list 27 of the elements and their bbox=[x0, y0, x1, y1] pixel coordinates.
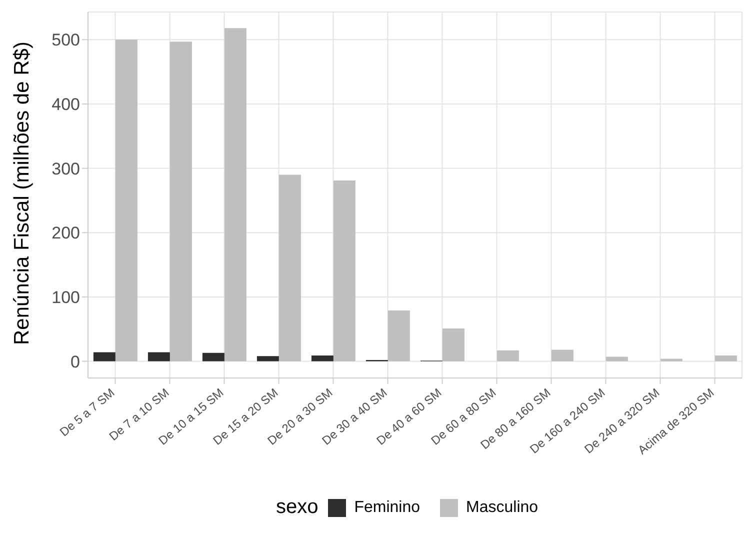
bar bbox=[311, 355, 334, 362]
y-tick-label: 100 bbox=[52, 288, 80, 307]
bar bbox=[115, 40, 138, 362]
bar bbox=[278, 174, 301, 362]
y-tick-label: 0 bbox=[70, 352, 80, 372]
legend-title: sexo bbox=[276, 496, 318, 519]
bar bbox=[148, 352, 170, 362]
bar bbox=[256, 356, 279, 362]
bar bbox=[442, 328, 464, 362]
bar bbox=[388, 310, 410, 362]
bar bbox=[93, 352, 116, 362]
bar bbox=[660, 358, 682, 362]
bar bbox=[170, 42, 192, 362]
y-tick-label: 300 bbox=[52, 159, 80, 178]
bar bbox=[333, 180, 356, 362]
bar bbox=[551, 350, 574, 362]
y-axis-title: Renúncia Fiscal (milhões de R$) bbox=[10, 42, 34, 345]
legend-label: Feminino bbox=[353, 498, 420, 516]
y-tick-label: 500 bbox=[52, 30, 80, 50]
legend-label: Masculino bbox=[465, 498, 538, 516]
bar bbox=[714, 355, 737, 362]
y-tick-label: 400 bbox=[52, 95, 80, 114]
bar bbox=[496, 350, 519, 362]
bar bbox=[202, 352, 224, 362]
bar bbox=[224, 28, 246, 362]
y-tick-label: 200 bbox=[52, 224, 80, 243]
bar bbox=[606, 356, 628, 362]
